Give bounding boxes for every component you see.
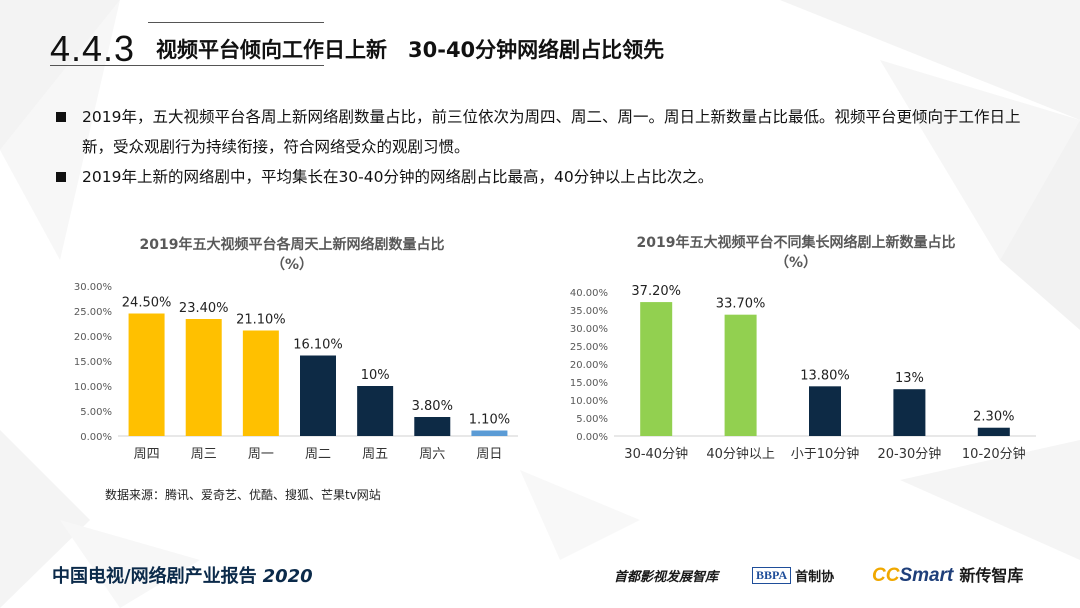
data-label: 24.50% <box>122 296 172 311</box>
data-label: 13.80% <box>800 368 850 383</box>
x-tick-label: 周三 <box>191 447 217 462</box>
x-tick-label: 40分钟以上 <box>706 446 775 462</box>
chart-left-title-unit: （%） <box>271 257 313 273</box>
chart-right-title: 2019年五大视频平台不同集长网络剧上新数量占比 <box>637 234 956 251</box>
y-tick-label: 15.00% <box>570 378 608 389</box>
y-tick-label: 30.00% <box>74 282 112 293</box>
bar <box>893 389 926 436</box>
bbpa-mark: BBPA <box>752 567 792 584</box>
data-label: 10% <box>361 368 390 383</box>
data-label: 3.80% <box>412 399 453 414</box>
x-tick-label: 周日 <box>476 447 502 462</box>
bar <box>242 330 279 436</box>
section-header: 4.4.3 视频平台倾向工作日上新 30-40分钟网络剧占比领先 <box>0 18 1080 76</box>
x-tick-label: 10-20分钟 <box>962 446 1026 462</box>
section-number: 4.4.3 <box>50 28 136 69</box>
data-label: 23.40% <box>179 301 229 316</box>
bullet-text: 2019年，五大视频平台各周上新网络剧数量占比，前三位依次为周四、周二、周一。周… <box>82 108 1021 156</box>
y-tick-label: 40.00% <box>570 288 608 299</box>
ccsmart-smart: Smart <box>899 565 954 586</box>
y-tick-label: 0.00% <box>576 432 608 443</box>
x-tick-label: 30-40分钟 <box>624 446 688 462</box>
x-tick-label: 周二 <box>305 447 331 462</box>
x-tick-label: 周一 <box>248 447 274 462</box>
data-label: 13% <box>895 371 924 386</box>
data-label: 37.20% <box>631 284 681 299</box>
bullet-text: 2019年上新的网络剧中，平均集长在30-40分钟的网络剧占比最高，40分钟以上… <box>82 168 714 186</box>
bullet-list: 2019年，五大视频平台各周上新网络剧数量占比，前三位依次为周四、周二、周一。周… <box>56 102 1046 192</box>
bar <box>185 319 222 436</box>
bar <box>300 355 336 436</box>
source-note: 数据来源：腾讯、爱奇艺、优酷、搜狐、芒果tv网站 <box>105 487 381 502</box>
y-tick-label: 5.00% <box>576 414 608 425</box>
y-tick-label: 0.00% <box>80 432 112 443</box>
y-tick-label: 15.00% <box>74 357 112 368</box>
bar <box>809 386 841 436</box>
y-tick-label: 35.00% <box>570 306 608 317</box>
y-tick-label: 10.00% <box>74 382 112 393</box>
bar <box>640 302 673 436</box>
data-label: 16.10% <box>293 338 343 353</box>
bar <box>128 313 165 436</box>
header-rule-top <box>148 22 324 23</box>
data-label: 33.70% <box>716 297 766 312</box>
y-tick-label: 25.00% <box>74 307 112 318</box>
x-tick-label: 20-30分钟 <box>878 446 942 462</box>
report-year: 2020 <box>262 566 313 587</box>
page-title: 视频平台倾向工作日上新 30-40分钟网络剧占比领先 <box>156 38 665 62</box>
ccsmart-text: 新传智库 <box>959 566 1024 585</box>
bar <box>471 430 508 436</box>
y-tick-label: 30.00% <box>570 324 608 335</box>
bullet-item: 2019年上新的网络剧中，平均集长在30-40分钟的网络剧占比最高，40分钟以上… <box>56 162 1046 192</box>
bullet-item: 2019年，五大视频平台各周上新网络剧数量占比，前三位依次为周四、周二、周一。周… <box>56 102 1046 162</box>
y-tick-label: 10.00% <box>570 396 608 407</box>
y-tick-label: 5.00% <box>80 407 112 418</box>
x-tick-label: 周四 <box>134 447 160 462</box>
logo-capital-film-think-tank: 首都影视发展智库 <box>614 570 719 585</box>
bar <box>414 417 451 436</box>
x-tick-label: 周六 <box>419 447 445 462</box>
bar <box>724 314 757 436</box>
chart-left-title: 2019年五大视频平台各周天上新网络剧数量占比 <box>140 236 445 253</box>
footer-report-title: 中国电视/网络剧产业报告 2020 <box>52 562 313 588</box>
bbpa-text: 首制协 <box>795 570 835 585</box>
data-label: 2.30% <box>973 410 1014 425</box>
data-label: 21.10% <box>236 313 286 328</box>
bullet-square-icon <box>56 112 66 122</box>
chart-left: 0.00% 5.00% 10.00% 15.00% 20.00% 25.00% 30.00%… <box>74 282 518 462</box>
y-tick-label: 20.00% <box>74 332 112 343</box>
y-tick-label: 25.00% <box>570 342 608 353</box>
data-label: 1.10% <box>469 413 510 428</box>
y-tick-label: 20.00% <box>570 360 608 371</box>
x-tick-label: 周五 <box>362 447 388 462</box>
ccsmart-cc: CC <box>872 565 900 586</box>
logo-ccsmart: CCSmart 新传智库 <box>872 562 1023 587</box>
bar <box>357 386 394 436</box>
report-title: 中国电视/网络剧产业报告 <box>52 566 257 587</box>
chart-right-title-unit: （%） <box>775 255 817 271</box>
header-rule-bottom <box>50 65 324 66</box>
x-tick-label: 小于10分钟 <box>791 446 860 462</box>
bullet-square-icon <box>56 172 66 182</box>
logo-bbpa: BBPA 首制协 <box>752 565 834 585</box>
chart-right: 0.00% 5.00% 10.00% 15.00% 20.00% 25.00% 30.00%… <box>570 284 1036 462</box>
bar <box>977 427 1010 436</box>
